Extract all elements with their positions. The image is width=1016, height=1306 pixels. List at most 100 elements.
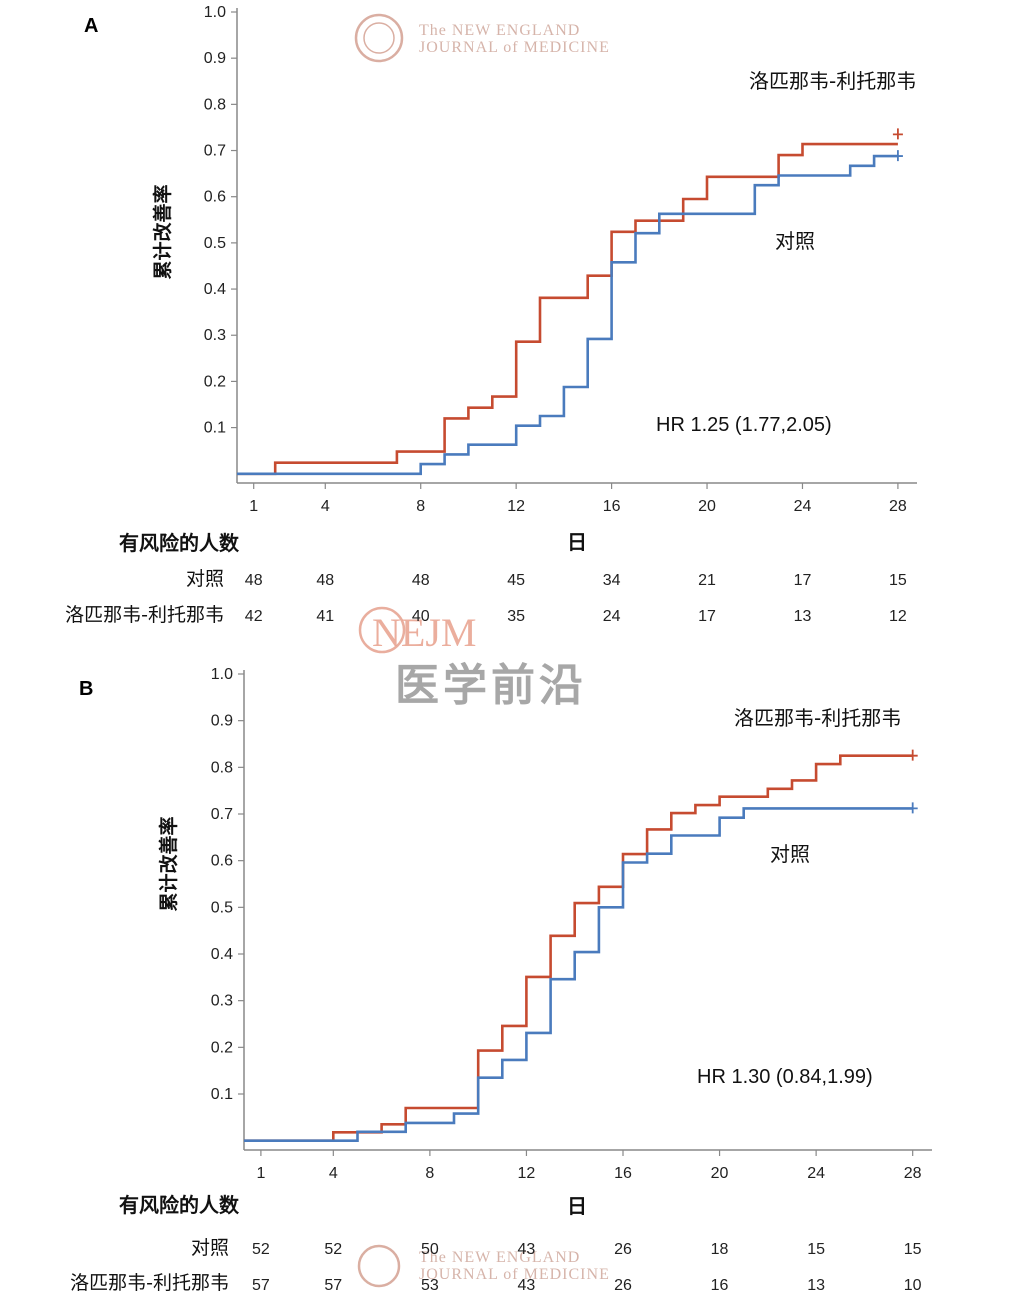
panel-a-series (237, 128, 903, 476)
panel-a-risk-label-lpvr: 洛匹那韦-利托那韦 (65, 604, 224, 626)
panel-b-risk-value: 16 (711, 1277, 729, 1294)
panel-a-risk-value: 45 (507, 572, 525, 589)
panel-a-risk-numbers: 48 48 48 45 34 21 17 15 42 41 40 35 24 17 13 12 (245, 572, 907, 625)
panel-b-y-tick-label: 0.1 (211, 1086, 233, 1103)
nejm-logo-icon (358, 606, 406, 654)
panel-a-risk-label-control: 对照 (186, 568, 224, 590)
panel-a-x-tick-label: 20 (698, 498, 716, 515)
panel-b-x-tick-label: 24 (807, 1165, 825, 1182)
panel-a-risk-value: 41 (316, 608, 334, 625)
panel-b-risk-value: 52 (252, 1241, 270, 1258)
panel-a-risk-value: 21 (698, 572, 716, 589)
panel-a-risk-value: 40 (412, 608, 430, 625)
panel-b-hazard-ratio: HR 1.30 (0.84,1.99) (697, 1066, 873, 1088)
panel-b-risk-value: 18 (711, 1241, 729, 1258)
panel-a-risk-table: 有风险的人数 对照 洛匹那韦-利托那韦 48 48 48 45 34 21 17 15 42 41… (65, 531, 907, 626)
panel-a-risk-value: 42 (245, 608, 263, 625)
panel-b-axes: 0.1 0.2 0.3 0.4 0.5 0.6 0.7 0.8 0.9 1.0 1 4 8 12 16 20 2… (211, 666, 932, 1182)
panel-b-series-line-1 (244, 807, 913, 1142)
panel-b-y-tick-label: 0.6 (211, 853, 233, 870)
panel-b-x-tick-label: 8 (425, 1165, 434, 1182)
panel-a-y-tick-label: 1.0 (204, 4, 226, 21)
panel-a-y-tick-label: 0.3 (204, 327, 226, 344)
panel-a-plot: 0.1 0.2 0.3 0.4 0.5 0.6 0.7 0.8 0.9 1.0 1 4 8 12 16 20 2… (151, 4, 917, 554)
panel-b-risk-value: 57 (252, 1277, 270, 1294)
panel-a-risk-value: 17 (698, 608, 716, 625)
panel-b-plot: 0.1 0.2 0.3 0.4 0.5 0.6 0.7 0.8 0.9 1.0 1 4 8 12 16 20 2… (157, 666, 932, 1218)
panel-a-risk-value: 48 (412, 572, 430, 589)
panel-b-series-label-lpvr: 洛匹那韦-利托那韦 (734, 706, 901, 730)
panel-b-series-label-control: 对照 (770, 842, 810, 866)
panel-a-y-tick-label: 0.2 (204, 373, 226, 390)
panel-b-risk-value: 15 (904, 1241, 922, 1258)
panel-b-y-tick-label: 0.5 (211, 899, 233, 916)
panel-b-y-axis-label: 累计改善率 (157, 816, 180, 911)
panel-b-risk-numbers: 52 52 50 43 26 18 15 15 57 57 53 43 26 16 13 10 (252, 1241, 922, 1294)
panel-a-risk-value: 48 (245, 572, 263, 589)
panel-b-y-tick-label: 1.0 (211, 666, 233, 683)
panel-a-risk-value: 15 (889, 572, 907, 589)
panel-a-risk-value: 48 (316, 572, 334, 589)
panel-a-y-tick-label: 0.4 (204, 281, 226, 298)
panel-b-risk-value: 26 (614, 1277, 632, 1294)
panel-a-series-label-control: 对照 (775, 229, 815, 253)
panel-a-axes: 0.1 0.2 0.3 0.4 0.5 0.6 0.7 0.8 0.9 1.0 1 4 8 12 16 20 2… (204, 4, 917, 515)
panel-b-risk-value: 15 (807, 1241, 825, 1258)
panel-a-y-axis-label: 累计改善率 (151, 184, 174, 279)
panel-b-y-tick-label: 0.8 (211, 759, 233, 776)
panel-a-x-axis-label: 日 (567, 530, 587, 554)
seal-inner-icon (363, 22, 395, 54)
panel-b-y-tick-label: 0.7 (211, 806, 233, 823)
panel-a-y-tick-label: 0.7 (204, 143, 226, 160)
journal-watermark-bottom-line2: JOURNAL of MEDICINE (419, 1266, 610, 1283)
panel-b-risk-table: 有风险的人数 对照 洛匹那韦-利托那韦 52 52 50 43 26 18 15 15 57 57… (70, 1193, 922, 1294)
panel-b-letter: B (79, 678, 93, 700)
panel-b-risk-value: 50 (421, 1241, 439, 1258)
panel-b-risk-label-lpvr: 洛匹那韦-利托那韦 (70, 1272, 229, 1294)
panel-a-hazard-ratio: HR 1.25 (1.77,2.05) (656, 414, 832, 436)
panel-a-risk-value: 17 (794, 572, 812, 589)
panel-a-x-tick-label: 8 (416, 498, 425, 515)
panel-a-risk-value: 12 (889, 608, 907, 625)
panel-a-y-tick-label: 0.8 (204, 96, 226, 113)
panel-a-censor-mark-1 (892, 150, 903, 162)
panel-b-y-tick-label: 0.9 (211, 713, 233, 730)
panel-b-x-tick-label: 28 (904, 1165, 922, 1182)
panel-b-risk-title: 有风险的人数 (119, 1193, 240, 1217)
panel-a-risk-value: 34 (603, 572, 621, 589)
panel-a-risk-title: 有风险的人数 (119, 531, 240, 555)
nejm-seal-watermark-bottom: The NEW ENGLAND JOURNAL of MEDICINE (357, 1244, 610, 1288)
panel-a-letter: A (84, 15, 98, 37)
panel-a-x-tick-label: 24 (794, 498, 812, 515)
panel-b-x-tick-label: 1 (256, 1165, 265, 1182)
panel-b-series-line-0 (244, 754, 913, 1142)
nejm-center-watermark: NEJM 医学前沿 (358, 606, 587, 711)
panel-a-censor-mark-0 (892, 128, 903, 140)
panel-a-y-tick-label: 0.6 (204, 189, 226, 206)
panel-a-x-tick-label: 4 (321, 498, 330, 515)
panel-b-y-tick-label: 0.4 (211, 946, 233, 963)
nejm-watermark-text: NEJM (372, 610, 476, 655)
panel-a-series-line-1 (237, 154, 898, 476)
panel-b-y-tick-label: 0.2 (211, 1039, 233, 1056)
panel-b-y-tick-label: 0.3 (211, 993, 233, 1010)
panel-b-risk-value: 13 (807, 1277, 825, 1294)
panel-b-risk-value: 10 (904, 1277, 922, 1294)
journal-watermark-line2: JOURNAL of MEDICINE (419, 39, 610, 56)
panel-b-x-axis-label: 日 (567, 1194, 587, 1218)
panel-a-series-label-lpvr: 洛匹那韦-利托那韦 (749, 69, 916, 93)
journal-watermark-line1: The NEW ENGLAND (419, 22, 580, 39)
panel-a-risk-value: 13 (794, 608, 812, 625)
panel-b-series (244, 749, 918, 1142)
seal-ring-bottom-icon (357, 1244, 401, 1288)
panel-b-censor-mark-1 (907, 802, 918, 814)
panel-a-x-tick-label: 16 (603, 498, 621, 515)
panel-a-series-line-0 (237, 142, 898, 476)
site-watermark-text: 医学前沿 (395, 660, 587, 711)
panel-b-risk-value: 26 (614, 1241, 632, 1258)
nejm-seal-watermark-top: The NEW ENGLAND JOURNAL of MEDICINE (354, 13, 610, 63)
seal-ring-icon (354, 13, 404, 63)
panel-b-risk-value: 43 (518, 1241, 536, 1258)
panel-b-x-tick-label: 16 (614, 1165, 632, 1182)
